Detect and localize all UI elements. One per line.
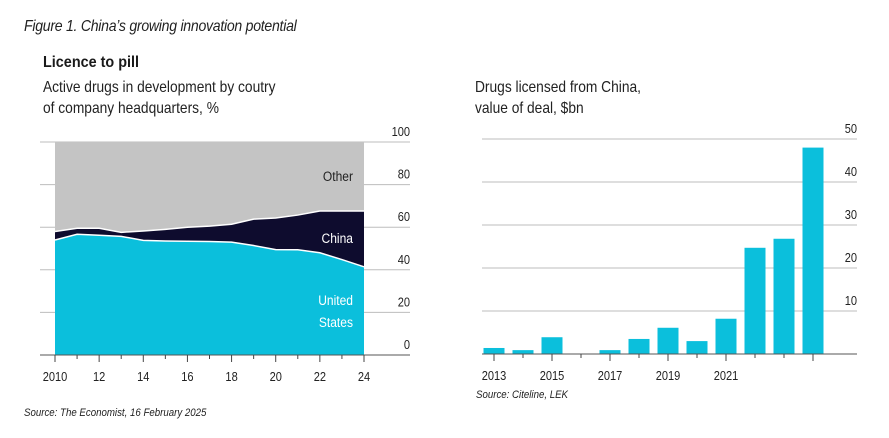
y-tick-label: 100 <box>392 124 411 139</box>
series-label-united-states: States <box>319 314 354 330</box>
x-tick-label: 2019 <box>656 368 681 383</box>
x-tick-label: 24 <box>358 369 371 384</box>
area-united-states <box>55 234 364 355</box>
bar-2020 <box>686 341 708 354</box>
y-tick-label: 50 <box>845 121 858 136</box>
x-tick-label: 18 <box>225 369 238 384</box>
bar-2024 <box>802 147 824 354</box>
y-tick-label: 0 <box>404 337 410 352</box>
area-china <box>55 211 364 267</box>
x-tick-label: 2017 <box>598 368 623 383</box>
series-label-china: China <box>322 230 354 246</box>
bar-2014 <box>512 350 534 354</box>
left-chart-subtitle: Active drugs in development by coutry of… <box>43 77 276 119</box>
bar-2018 <box>628 338 650 354</box>
x-tick-label: 12 <box>93 369 106 384</box>
band-separator <box>54 233 365 268</box>
series-label-other: Other <box>323 168 354 184</box>
y-tick-label: 40 <box>845 164 858 179</box>
bar-chart: 10 20 30 40 50 2013 2015 2017 2019 2021 <box>482 121 858 383</box>
band-separator <box>54 210 364 234</box>
right-subtitle-line-2: value of deal, $bn <box>475 100 584 117</box>
y-tick-label: 60 <box>398 209 411 224</box>
bar-2015 <box>541 337 563 354</box>
x-tick-label: 14 <box>137 369 150 384</box>
bar-2017 <box>599 350 621 354</box>
area-other <box>55 142 364 233</box>
y-tick-label: 20 <box>398 295 411 310</box>
left-chart-title: Licence to pill <box>43 54 140 71</box>
y-tick-label: 80 <box>398 167 411 182</box>
right-subtitle-line-1: Drugs licensed from China, <box>475 79 641 96</box>
y-tick-label: 40 <box>398 252 411 267</box>
right-chart-subtitle: Drugs licensed from China, value of deal… <box>475 77 641 119</box>
x-tick-label: 2010 <box>43 369 68 384</box>
right-chart-source: Source: Citeline, LEK <box>476 389 569 401</box>
y-tick-label: 10 <box>845 293 858 308</box>
x-tick-label: 2021 <box>714 368 739 383</box>
bar-2022 <box>744 247 766 354</box>
bar-2021 <box>715 318 737 354</box>
y-tick-label: 20 <box>845 250 858 265</box>
area-chart: 0 20 40 60 80 100 United States China Other 2010 12… <box>40 124 410 384</box>
x-tick-label: 2015 <box>540 368 565 383</box>
x-tick-label: 16 <box>181 369 194 384</box>
figure-title: Figure 1. China’s growing innovation pot… <box>24 18 297 35</box>
series-label-united-states: United <box>318 292 353 308</box>
x-tick-label: 22 <box>314 369 327 384</box>
left-subtitle-line-1: Active drugs in development by coutry <box>43 79 276 96</box>
x-tick-label: 20 <box>270 369 283 384</box>
y-tick-label: 30 <box>845 207 858 222</box>
bar-2023 <box>773 238 795 354</box>
left-subtitle-line-2: of company headquarters, % <box>43 100 219 117</box>
left-chart-source: Source: The Economist, 16 February 2025 <box>24 407 207 419</box>
bar-2013 <box>483 347 505 354</box>
x-tick-label: 2013 <box>482 368 507 383</box>
bar-2019 <box>657 327 679 354</box>
